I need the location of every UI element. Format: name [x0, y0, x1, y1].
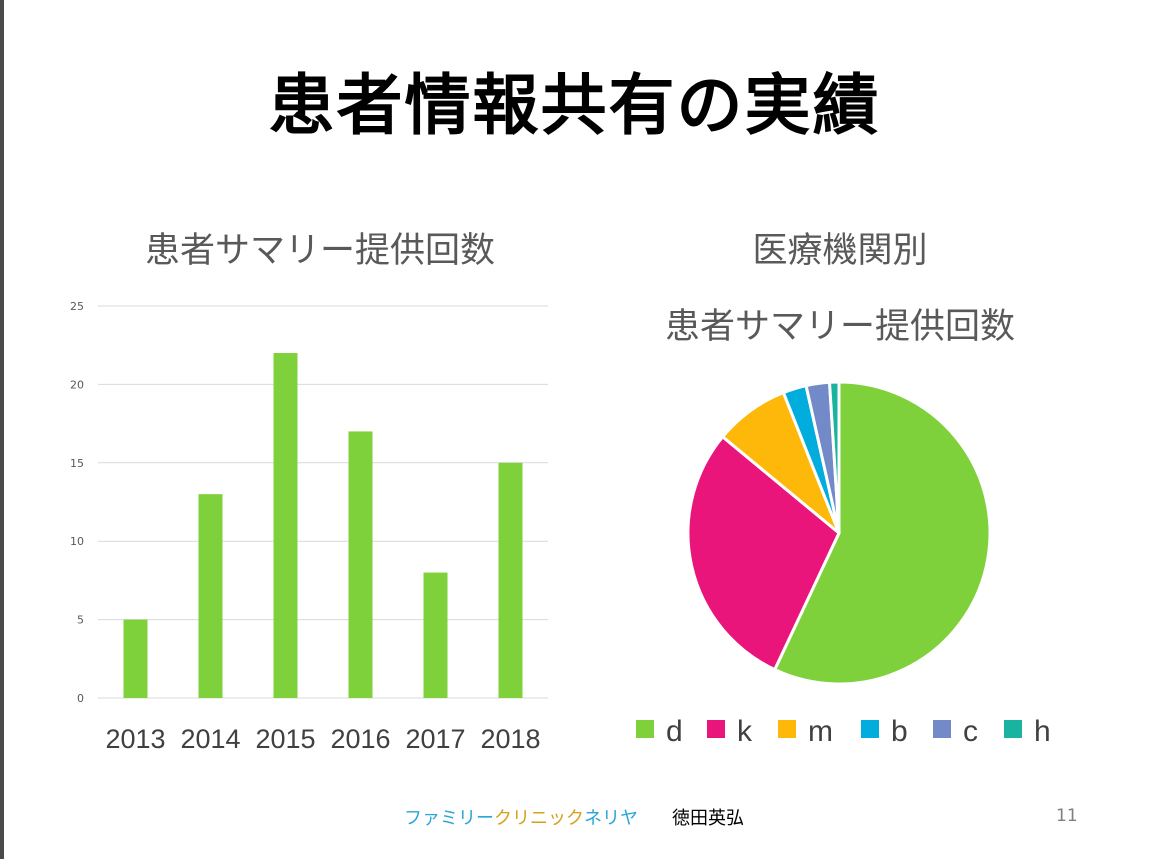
- legend-swatch: [636, 720, 654, 738]
- legend-label: d: [666, 715, 683, 748]
- pie-slice: [827, 380, 841, 534]
- x-tick-label: 2017: [405, 724, 465, 754]
- legend-swatch: [861, 720, 879, 738]
- legend-label: h: [1034, 715, 1051, 748]
- y-tick-label: 25: [70, 300, 84, 313]
- legend-label: c: [963, 715, 978, 748]
- footer-brand-part: ネリヤ: [584, 808, 638, 829]
- footer-brand: ファミリークリニックネリヤ: [404, 804, 638, 830]
- bar: [498, 462, 523, 698]
- pie-slice: [686, 434, 841, 672]
- pie-chart-title-line1: 医療機関別: [752, 231, 928, 271]
- slide-left-border: [0, 0, 4, 859]
- slide-title: 患者情報共有の実績: [268, 67, 881, 144]
- x-tick-label: 2015: [255, 724, 315, 754]
- y-tick-label: 5: [77, 614, 84, 627]
- footer-brand-part: クリニック: [494, 808, 584, 829]
- legend-swatch: [933, 720, 951, 738]
- bar: [198, 494, 223, 698]
- y-tick-label: 20: [70, 378, 84, 391]
- bar: [123, 619, 148, 698]
- footer-brand-part: ファミリー: [404, 808, 494, 829]
- pie-chart-title-line2: 患者サマリー提供回数: [664, 307, 1015, 347]
- y-tick-label: 10: [70, 535, 84, 548]
- legend-label: m: [808, 715, 833, 748]
- bar: [423, 572, 448, 698]
- page-number: 11: [1056, 806, 1078, 826]
- legend-swatch: [707, 720, 725, 738]
- y-tick-label: 15: [70, 457, 84, 470]
- pie-slice: [772, 380, 992, 686]
- bar: [348, 431, 373, 698]
- x-tick-label: 2013: [105, 724, 165, 754]
- legend-label: k: [737, 715, 753, 748]
- legend-swatch: [1004, 720, 1022, 738]
- x-tick-label: 2014: [180, 724, 240, 754]
- x-tick-label: 2016: [330, 724, 390, 754]
- bar: [273, 353, 298, 698]
- y-tick-label: 0: [77, 692, 84, 705]
- legend-swatch: [778, 720, 796, 738]
- legend-label: b: [891, 715, 908, 748]
- x-tick-label: 2018: [480, 724, 540, 754]
- footer-author: 徳田英弘: [672, 808, 744, 829]
- bar-chart-title: 患者サマリー提供回数: [144, 231, 495, 271]
